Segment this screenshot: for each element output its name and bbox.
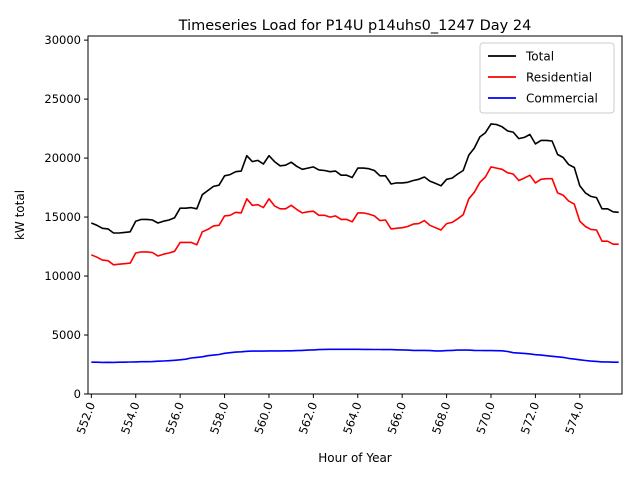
legend-label-commercial: Commercial — [526, 92, 598, 106]
series-line-total — [90, 123, 619, 234]
plot-area-frame — [87, 35, 623, 395]
legend-label-total: Total — [525, 50, 554, 64]
y-tick-label: 30000 — [44, 33, 81, 47]
y-tick-label: 10000 — [44, 269, 81, 283]
x-axis-label: Hour of Year — [318, 451, 392, 465]
y-axis-label: kW total — [13, 190, 27, 240]
legend: Total Residential Commercial — [479, 42, 615, 114]
y-tick-label: 25000 — [44, 92, 81, 106]
y-axis: 0 5000 10000 15000 20000 25000 30000 — [44, 33, 88, 401]
y-tick-label: 15000 — [44, 210, 81, 224]
legend-label-residential: Residential — [526, 71, 592, 85]
series-layer — [90, 123, 619, 364]
y-tick-label: 5000 — [52, 328, 81, 342]
chart-title: Timeseries Load for P14U p14uhs0_1247 Da… — [178, 18, 532, 34]
y-tick-label: 0 — [74, 387, 81, 401]
series-line-commercial — [91, 348, 619, 364]
legend-frame — [479, 42, 615, 114]
y-tick-label: 20000 — [44, 151, 81, 165]
series-line-residential — [90, 166, 619, 266]
